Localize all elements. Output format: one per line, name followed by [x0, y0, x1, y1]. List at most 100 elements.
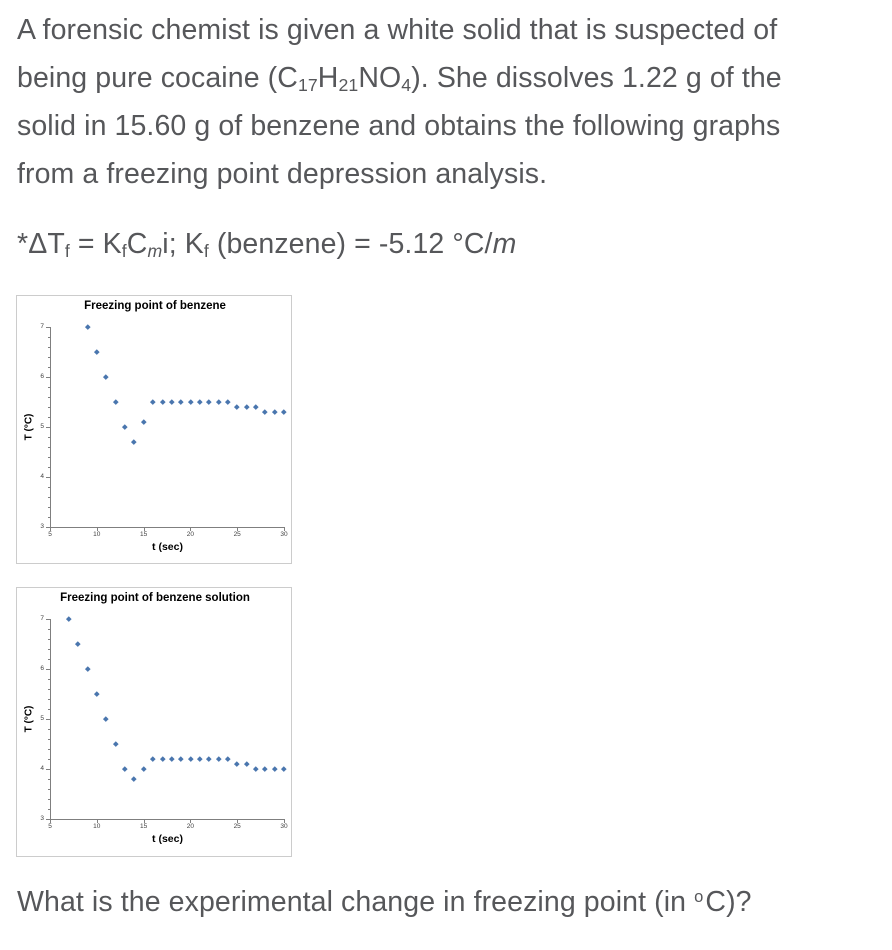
y-axis-minor-tick [48, 357, 50, 358]
y-axis-tick-label: 3 [40, 523, 44, 530]
y-axis-minor-tick [48, 387, 50, 388]
scatter-data-point [187, 399, 193, 405]
y-axis-minor-tick [48, 507, 50, 508]
y-axis-minor-tick [48, 749, 50, 750]
text-segment: f [203, 240, 209, 261]
scatter-data-point [141, 766, 147, 772]
scatter-data-point [225, 399, 231, 405]
y-axis-tick-label: 5 [40, 715, 44, 722]
y-axis-tick [46, 327, 50, 328]
x-axis-tick-label: 15 [139, 823, 148, 830]
question-text: What is the experimental change in freez… [17, 886, 752, 919]
x-axis-tick [96, 528, 98, 531]
scatter-data-point [112, 741, 119, 747]
x-axis-tick-label: 10 [93, 823, 101, 830]
x-axis-line [50, 819, 285, 820]
y-axis-minor-tick [48, 517, 50, 518]
y-axis-tick-label: 5 [40, 423, 44, 430]
y-axis-line [50, 327, 51, 528]
y-axis-tick-label: 6 [40, 373, 44, 380]
y-axis-minor-tick [48, 447, 50, 448]
y-axis-tick [46, 377, 50, 378]
formula-line: *ΔTf = KfCmi; Kf (benzene) = -5.12 °C/m [17, 228, 516, 262]
y-axis-tick [46, 619, 50, 620]
scatter-data-point [169, 399, 175, 405]
y-axis-minor-tick [48, 689, 50, 690]
scatter-data-point [206, 756, 212, 762]
y-axis-tick-label: 4 [40, 765, 44, 772]
scatter-data-point [159, 399, 165, 405]
text-segment: 17 [297, 74, 318, 95]
scatter-data-point [197, 399, 203, 405]
y-axis-tick-label: 6 [40, 665, 44, 672]
scatter-data-point [244, 404, 250, 410]
text-segment: o [694, 886, 704, 906]
scatter-data-point [215, 756, 222, 762]
y-axis-tick [46, 769, 50, 770]
x-axis-tick [190, 528, 192, 531]
text-segment: H [317, 62, 339, 94]
x-axis-tick-label: 25 [233, 531, 241, 538]
text-segment: NO [358, 62, 402, 94]
y-axis-minor-tick [48, 739, 50, 740]
text-segment: = K [69, 228, 122, 260]
y-axis-minor-tick [48, 367, 50, 368]
scatter-data-point [262, 766, 268, 772]
scatter-data-point [234, 761, 240, 767]
y-axis-minor-tick [48, 337, 50, 338]
x-axis-title: t (sec) [152, 833, 183, 845]
x-axis-tick-label: 20 [186, 531, 194, 538]
scatter-data-point [103, 716, 109, 722]
scatter-data-point [159, 756, 165, 762]
x-axis-tick-label: 25 [233, 823, 241, 830]
text-segment: from a freezing point depression analysi… [17, 158, 548, 190]
x-axis-title: t (sec) [152, 541, 183, 553]
scatter-data-point [272, 409, 278, 415]
x-axis-tick [143, 528, 145, 531]
scatter-data-point [103, 374, 109, 380]
x-axis-line [50, 527, 285, 528]
text-segment: A forensic chemist is given a white soli… [17, 14, 778, 46]
y-axis-tick-label: 7 [40, 323, 44, 330]
scatter-data-point [178, 399, 184, 405]
y-axis-minor-tick [48, 407, 50, 408]
text-segment: f [64, 240, 70, 261]
y-axis-tick [46, 427, 50, 428]
scatter-data-point [94, 691, 100, 697]
text-segment: What is the experimental change in freez… [17, 886, 695, 918]
y-axis-tick [46, 669, 50, 670]
y-axis-minor-tick [48, 809, 50, 810]
scatter-data-point [66, 616, 72, 622]
y-axis-minor-tick [48, 487, 50, 488]
chart-title: Freezing point of benzene [84, 300, 226, 312]
scatter-data-point [253, 766, 259, 772]
text-segment: m [492, 228, 517, 260]
y-axis-minor-tick [48, 799, 50, 800]
y-axis-minor-tick [48, 729, 50, 730]
x-axis-tick-label: 5 [48, 531, 52, 538]
y-axis-minor-tick [48, 417, 50, 418]
problem-statement-line-2: being pure cocaine (C17H21NO4). She diss… [17, 62, 782, 96]
problem-statement-line-1: A forensic chemist is given a white soli… [17, 14, 777, 47]
scatter-data-point [272, 766, 278, 772]
y-axis-tick [46, 819, 50, 820]
x-axis-tick [237, 528, 239, 531]
scatter-data-point [262, 409, 268, 415]
y-axis-minor-tick [48, 679, 50, 680]
text-segment: i; K [162, 228, 204, 260]
scatter-data-point [122, 766, 128, 772]
x-axis-tick [143, 820, 145, 823]
x-axis-tick [50, 528, 51, 531]
y-axis-tick-label: 4 [40, 473, 44, 480]
y-axis-minor-tick [48, 789, 50, 790]
text-segment: 21 [338, 74, 359, 95]
chart-freezing-point-of-benzene: Freezing point of benzene 3 4 5 6 7 5 10 15 20 25 3… [16, 295, 292, 564]
y-axis-minor-tick [48, 759, 50, 760]
scatter-data-point [281, 409, 287, 415]
problem-statement-line-4: from a freezing point depression analysi… [17, 158, 547, 191]
problem-statement-line-3: solid in 15.60 g of benzene and obtains … [17, 110, 780, 143]
scatter-data-point [141, 419, 147, 425]
scatter-data-point [150, 756, 156, 762]
scatter-data-point [84, 324, 90, 330]
